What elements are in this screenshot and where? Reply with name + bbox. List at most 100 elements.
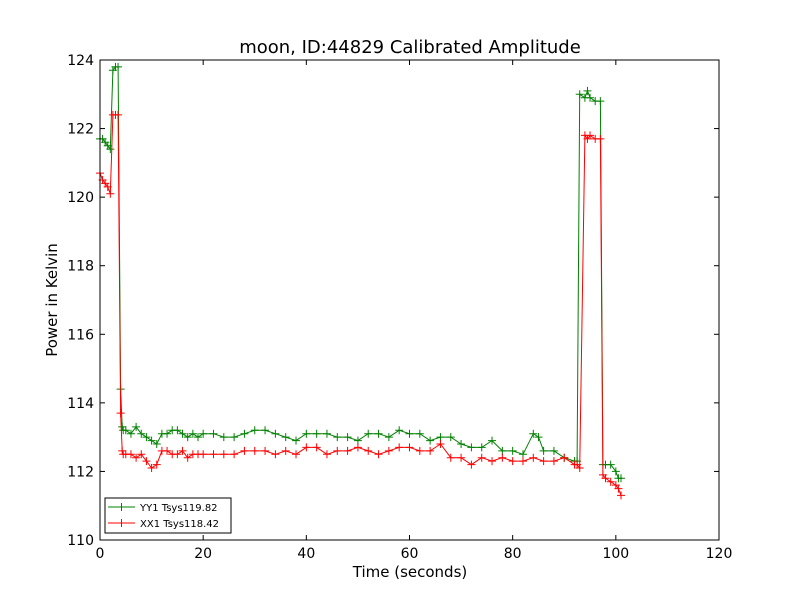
series-0-point-58 bbox=[529, 429, 538, 438]
series-1-point-16 bbox=[147, 464, 156, 472]
series-1-point-48 bbox=[426, 446, 435, 455]
legend-box bbox=[104, 497, 232, 534]
series-0-point-48 bbox=[426, 436, 435, 445]
series-1-point-47 bbox=[415, 446, 424, 455]
series-0-point-45 bbox=[395, 426, 404, 435]
series-1-point-3 bbox=[103, 182, 112, 191]
series-1-point-40 bbox=[343, 446, 352, 455]
series-1-point-54 bbox=[488, 457, 497, 466]
series-0-point-11 bbox=[121, 426, 130, 435]
y-tick-label-3: 116 bbox=[67, 327, 94, 343]
series-0-point-61 bbox=[549, 446, 558, 455]
y-axis-label: Power in Kelvin bbox=[43, 243, 61, 357]
series-0-point-40 bbox=[343, 433, 352, 442]
series-1-point-29 bbox=[230, 450, 239, 459]
series-0-point-22 bbox=[178, 429, 187, 438]
ticks-layer: 0 20 40 60 80 100 120 110 112 114 116 118 120 122 124 bbox=[67, 53, 732, 562]
series-1-point-67 bbox=[586, 131, 595, 140]
series-1-point-27 bbox=[209, 450, 218, 459]
series-1-point-44 bbox=[384, 446, 393, 455]
series-1-point-23 bbox=[183, 453, 192, 462]
y-tick-label-2: 114 bbox=[67, 396, 94, 412]
series-1-point-37 bbox=[312, 443, 321, 452]
series-1-point-60 bbox=[549, 457, 558, 466]
series-1-point-74 bbox=[614, 484, 623, 493]
series-1-point-42 bbox=[364, 446, 373, 455]
legend-label-yy1: YY1 Tsys119.82 bbox=[139, 503, 218, 514]
series-1-point-72 bbox=[606, 477, 615, 486]
series-1-point-32 bbox=[261, 446, 270, 455]
series-1-point-49 bbox=[436, 440, 445, 448]
series-1-point-4 bbox=[106, 189, 115, 198]
series-0-point-4 bbox=[106, 145, 115, 154]
series-0-point-26 bbox=[199, 429, 208, 438]
series-0-point-32 bbox=[261, 426, 270, 435]
series-0-point-35 bbox=[292, 436, 301, 445]
series-1-point-7 bbox=[114, 110, 123, 119]
series-0-point-73 bbox=[606, 460, 615, 469]
series-0-point-67 bbox=[583, 86, 592, 95]
series-1-point-53 bbox=[477, 453, 486, 462]
x-tick-label-6: 120 bbox=[706, 546, 733, 562]
series-1-point-19 bbox=[163, 446, 172, 455]
x-tick-label-1: 20 bbox=[194, 546, 212, 562]
series-0-point-38 bbox=[322, 429, 331, 438]
y-tick-label-0: 110 bbox=[67, 533, 94, 549]
x-axis-label: Time (seconds) bbox=[352, 563, 468, 581]
series-1-point-9 bbox=[118, 446, 127, 455]
series-1-point-34 bbox=[281, 446, 290, 455]
series-0-point-28 bbox=[219, 433, 228, 442]
series-0-point-23 bbox=[183, 433, 192, 442]
legend-label-xx1: XX1 Tsys118.42 bbox=[140, 519, 219, 530]
series-1-point-55 bbox=[498, 453, 507, 462]
x-tick-label-2: 40 bbox=[297, 546, 315, 562]
series-0-point-47 bbox=[415, 429, 424, 438]
series-0-point-7 bbox=[114, 62, 123, 71]
x-tick-label-3: 60 bbox=[401, 546, 419, 562]
series-1-point-64 bbox=[575, 464, 584, 472]
y-tick-label-5: 120 bbox=[67, 190, 94, 206]
series-1-point-38 bbox=[322, 450, 331, 459]
x-tick-label-0: 0 bbox=[96, 546, 105, 562]
series-1-point-71 bbox=[601, 474, 610, 483]
series-1-point-21 bbox=[173, 450, 182, 459]
series-0-point-29 bbox=[230, 433, 239, 442]
series-1-point-41 bbox=[353, 443, 362, 452]
series-1-point-51 bbox=[457, 453, 466, 462]
series-1-point-33 bbox=[271, 450, 280, 459]
legend-marker-xx1 bbox=[117, 519, 126, 527]
series-0-point-54 bbox=[488, 436, 497, 445]
series-1-point-28 bbox=[219, 450, 228, 459]
series-1-point-30 bbox=[240, 446, 249, 455]
series-0-point-50 bbox=[446, 433, 455, 442]
series-0-point-9 bbox=[118, 422, 127, 431]
series-0-point-65 bbox=[575, 90, 584, 99]
y-tick-label-1: 112 bbox=[67, 464, 94, 480]
series-0-point-13 bbox=[132, 422, 141, 431]
series-0-point-56 bbox=[508, 446, 517, 455]
series-1-point-36 bbox=[302, 443, 311, 452]
legend: YY1 Tsys119.82 XX1 Tsys118.42 bbox=[104, 497, 232, 534]
series-0-point-25 bbox=[194, 433, 203, 442]
series-0-point-36 bbox=[302, 429, 311, 438]
series-0-point-53 bbox=[477, 443, 486, 452]
series-0-point-59 bbox=[534, 433, 543, 442]
series-1-point-31 bbox=[250, 446, 259, 455]
series-0-point-37 bbox=[312, 429, 321, 438]
series-1-point-26 bbox=[199, 450, 208, 459]
series-1-point-69 bbox=[596, 134, 605, 143]
series-0-point-55 bbox=[498, 446, 507, 455]
series-0-point-57 bbox=[518, 450, 527, 459]
series-1-point-45 bbox=[395, 443, 404, 452]
series-0-point-60 bbox=[539, 446, 548, 455]
series-0-point-33 bbox=[271, 429, 280, 438]
series-1-point-13 bbox=[132, 453, 141, 462]
series-1-point-46 bbox=[405, 443, 414, 452]
series-1-point-39 bbox=[333, 446, 342, 455]
series-1-point-15 bbox=[142, 457, 151, 466]
series-0-point-68 bbox=[586, 93, 595, 102]
series-0-point-17 bbox=[152, 440, 161, 448]
series-1-point-58 bbox=[529, 453, 538, 462]
